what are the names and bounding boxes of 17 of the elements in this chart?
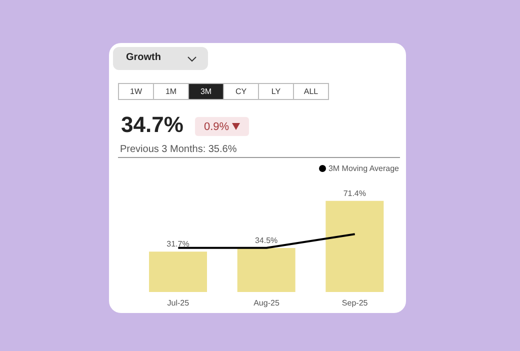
x-tick-label: Jul-25 [167, 298, 190, 308]
text: 1W [118, 83, 154, 100]
x-tick-label: Sep-25 [342, 298, 368, 308]
text: CY [223, 83, 259, 100]
text: 1M [153, 83, 189, 100]
text: 0.9% [204, 120, 230, 132]
data-label: 34.5% [254, 236, 278, 245]
data-label: 31.7% [166, 240, 190, 249]
chart-subtitle: Previous 3 Months: 35.6% [120, 144, 237, 155]
text: Growth [126, 52, 161, 63]
x-tick-label: Aug-25 [254, 298, 280, 308]
data-label: 71.4% [343, 188, 366, 198]
text: LY [258, 83, 294, 100]
text: ALL [293, 83, 329, 100]
legend-label: 3M Moving Average [327, 164, 399, 173]
text: 3M [188, 83, 224, 100]
chart-title: 34.7% [121, 112, 184, 138]
